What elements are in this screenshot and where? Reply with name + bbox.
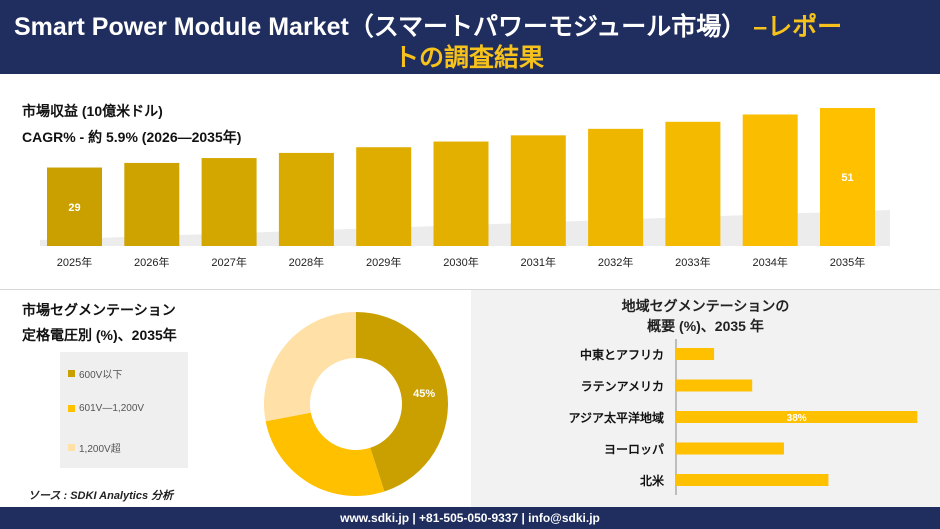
y-tick-label: 北米 [640, 473, 665, 488]
legend-swatch [68, 405, 75, 412]
legend-item: 1,200V超 [68, 440, 121, 455]
revenue-bar-chart: 2025年 29 2026年 2027年 2028年 2029年 2030年 2031年 203… [40, 108, 890, 269]
region-bar [676, 411, 918, 423]
revenue-bar [201, 158, 257, 246]
region-bar [676, 474, 829, 486]
x-tick-label: 2032年 [598, 255, 633, 269]
revenue-bar [124, 162, 180, 246]
donut-slice [356, 312, 448, 492]
revenue-chart-title: 市場収益 (10億米ドル) [22, 103, 163, 119]
revenue-bar [820, 108, 875, 246]
legend-swatch [68, 370, 75, 377]
x-tick-label: 2031年 [521, 255, 556, 269]
bar-data-label: 29 [68, 202, 80, 214]
legend-item: 600V以下 [68, 366, 122, 381]
x-tick-label: 2030年 [443, 255, 478, 269]
x-tick-label: 2026年 [134, 255, 169, 269]
x-tick-label: 2034年 [752, 255, 787, 269]
region-chart-title: 地域セグメンテーションの [621, 298, 790, 314]
donut-slice [264, 312, 356, 422]
cagr-label: CAGR% - 約 5.9% (2026—2035年) [22, 129, 242, 145]
revenue-bar [510, 135, 566, 246]
bar-data-label: 38% [787, 413, 807, 424]
donut-legend: 600V以下 601V—1,200V 1,200V超 [60, 352, 188, 468]
y-tick-label: ヨーロッパ [604, 443, 664, 457]
revenue-bar [588, 128, 644, 246]
header-banner [0, 0, 940, 74]
region-bar [676, 379, 753, 392]
legend-item: 601V—1,200V [68, 403, 144, 414]
segment-chart-title: 市場セグメンテーション [22, 302, 176, 318]
legend-label: 600V以下 [79, 370, 123, 381]
x-tick-label: 2027年 [211, 255, 246, 269]
y-tick-label: アジア太平洋地域 [568, 410, 664, 425]
revenue-bar [278, 152, 334, 246]
revenue-bar [742, 114, 798, 247]
x-tick-label: 2028年 [289, 255, 324, 269]
x-tick-label: 2035年 [830, 255, 865, 269]
region-bar [676, 442, 784, 455]
legend-label: 1,200V超 [79, 444, 121, 455]
bar-data-label: 51 [841, 172, 853, 184]
x-tick-label: 2025年 [57, 255, 92, 269]
revenue-bar [356, 147, 412, 246]
page-title-continued: トの調査結果 [394, 44, 545, 72]
x-tick-label: 2033年 [675, 255, 710, 269]
section-divider [0, 289, 940, 290]
page-title: Smart Power Module Market（スマートパワーモジュール市場… [14, 13, 843, 41]
y-tick-label: ラテンアメリカ [581, 380, 664, 394]
region-bar [676, 348, 715, 360]
source-note: ソース : SDKI Analytics 分析 [28, 490, 174, 502]
revenue-bar [433, 141, 489, 246]
footer-contact: www.sdki.jp | +81-505-050-9337 | info@sd… [0, 507, 940, 529]
revenue-bar [665, 121, 721, 246]
donut-data-label: 45% [413, 388, 435, 400]
legend-label: 601V—1,200V [79, 403, 145, 414]
voltage-donut-chart: 45% [264, 312, 448, 496]
donut-slice [265, 412, 385, 496]
legend-swatch [68, 444, 75, 451]
revenue-bar [47, 167, 102, 246]
region-chart-subtitle: 概要 (%)、2035 年 [647, 318, 764, 334]
y-tick-label: 中東とアフリカ [580, 347, 664, 362]
segment-chart-subtitle: 定格電圧別 (%)、2035年 [22, 327, 177, 343]
x-tick-label: 2029年 [366, 255, 401, 269]
region-panel [471, 290, 940, 507]
